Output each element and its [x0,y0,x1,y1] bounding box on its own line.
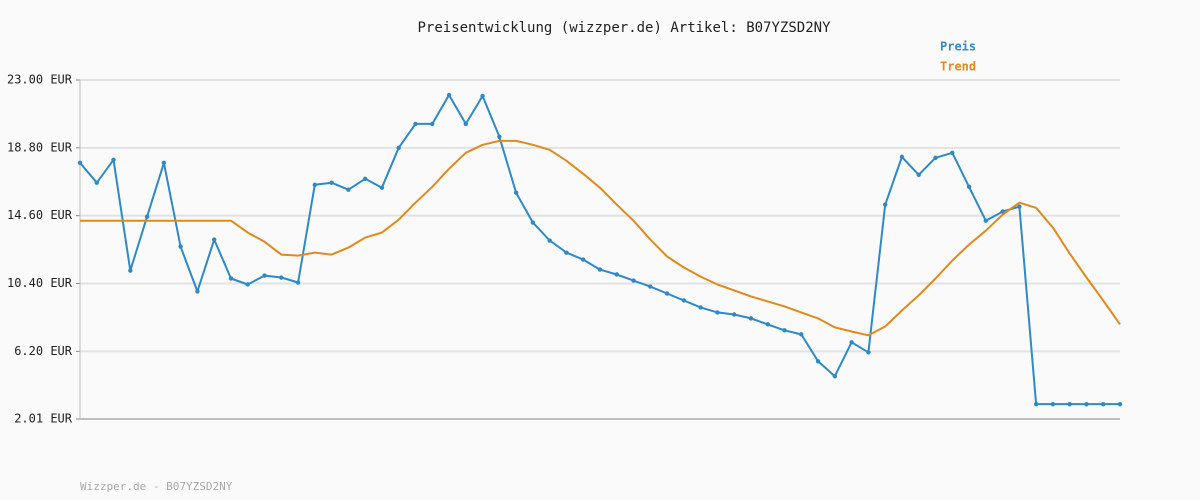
point [413,121,418,127]
point [228,276,234,281]
chart-title: Preisentwicklung (wizzper.de) Artikel: B… [417,20,831,36]
point [1033,401,1039,407]
point [94,180,99,185]
point [1101,401,1106,407]
point [362,176,368,182]
point [446,92,452,98]
point [799,332,804,337]
y-tick-label: 2.01 EUR [14,412,73,426]
point [916,172,921,178]
point [715,310,720,315]
point [346,187,351,192]
point [966,184,972,189]
point [178,244,183,249]
point [128,268,133,273]
point [1117,401,1123,407]
point [648,284,653,289]
legend-label: Preis [940,40,976,54]
legend-label: Trend [940,60,976,74]
point [1067,401,1072,407]
point [379,185,385,190]
point [748,316,754,321]
point [262,273,267,278]
point [430,121,435,127]
point [144,214,150,219]
point [564,250,569,255]
point [312,182,318,188]
point [245,282,250,287]
point [950,150,955,156]
point [933,155,938,161]
point [882,202,888,207]
point [295,280,301,285]
point [782,328,787,333]
point [866,350,871,355]
point [513,190,519,195]
point [396,145,401,151]
point [547,238,552,243]
point [614,272,619,277]
point [681,298,687,303]
point [1084,401,1089,407]
point [463,121,469,127]
point [211,237,217,242]
point [731,312,737,317]
point [698,305,703,310]
point [581,257,586,262]
y-tick-label: 14.60 EUR [7,208,73,222]
point [111,157,116,162]
point [1050,401,1056,407]
point [530,220,536,225]
point [815,359,821,364]
point [664,291,670,296]
point [765,322,770,327]
y-tick-label: 18.80 EUR [7,140,73,154]
point [631,278,636,283]
footer: Wizzper.de - B07YZSD2NY [80,480,233,493]
point [849,340,854,345]
point [497,134,502,140]
point [480,93,485,99]
y-tick-label: 23.00 EUR [7,73,73,87]
point [983,218,989,223]
point [597,267,603,272]
point [1017,204,1022,209]
point [329,180,334,185]
point [832,374,838,379]
point [77,160,83,166]
point [279,275,284,280]
point [899,154,905,160]
series-line [80,139,1121,337]
y-tick-label: 6.20 EUR [14,344,73,358]
point [161,160,167,166]
y-tick-label: 10.40 EUR [7,276,73,290]
point [195,289,200,294]
